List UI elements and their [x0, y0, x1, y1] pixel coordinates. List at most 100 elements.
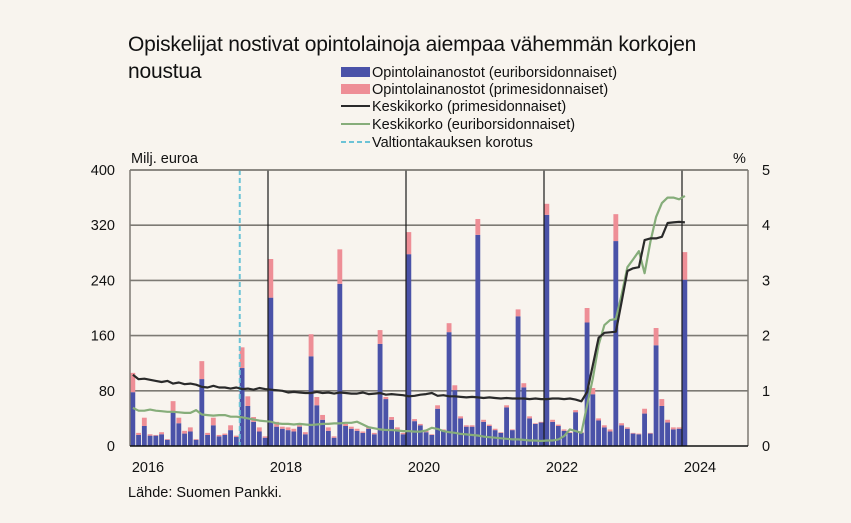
bar-prime — [538, 421, 544, 423]
bar-euribor — [417, 425, 423, 446]
bar-euribor — [647, 433, 653, 446]
bar-euribor — [228, 430, 233, 446]
bar-euribor — [435, 408, 440, 446]
x-tick-label: 2024 — [684, 460, 716, 476]
bar-euribor — [636, 434, 642, 446]
bar-euribor — [268, 297, 274, 446]
bar-euribor — [653, 345, 659, 446]
line-euribor-rate — [132, 194, 686, 443]
bar-euribor — [463, 426, 469, 446]
x-axis-ticks: 2016 2018 2020 2022 2024 — [132, 460, 716, 476]
left-tick-label: 400 — [91, 163, 115, 179]
left-tick-label: 160 — [91, 329, 115, 345]
bar-euribor — [337, 283, 343, 446]
bar-euribor — [153, 435, 159, 446]
bar-euribor — [279, 428, 285, 446]
bar-euribor — [141, 425, 147, 446]
bar-euribor — [509, 430, 515, 446]
right-axis-ticks: 0 1 2 3 4 5 — [762, 163, 770, 455]
legend-label: Keskikorko (euriborsidonnaiset) — [372, 117, 575, 133]
bar-prime — [210, 417, 216, 426]
bar-prime — [412, 419, 417, 422]
bar-prime — [670, 427, 676, 430]
bar-euribor — [251, 421, 256, 446]
bar-euribor — [159, 434, 164, 446]
bar-prime — [302, 432, 308, 435]
bar-euribor — [429, 434, 435, 446]
bar-euribor — [498, 432, 504, 446]
bar-prime — [481, 419, 486, 422]
bar-euribor — [544, 214, 550, 446]
bar-euribor — [423, 432, 429, 446]
bar-prime — [521, 383, 527, 388]
right-tick-label: 1 — [762, 384, 770, 400]
bar-euribor — [578, 432, 584, 446]
bar-prime — [239, 347, 245, 369]
bar-euribor — [262, 437, 268, 446]
bar-prime — [222, 433, 228, 435]
bar-prime — [371, 432, 377, 435]
bar-euribor — [205, 434, 210, 446]
bar-prime — [406, 232, 412, 255]
bar-prime — [193, 439, 199, 440]
bar-euribor — [176, 423, 182, 446]
bar-prime — [446, 323, 452, 333]
bar-prime — [130, 372, 136, 393]
bar-prime — [555, 424, 561, 426]
legend-label: Valtiontakauksen korotus — [372, 135, 533, 151]
bar-prime — [325, 427, 331, 431]
legend: Opintolainanostot (euriborsidonnaiset) O… — [341, 65, 617, 151]
legend-item-guarantee: Valtiontakauksen korotus — [341, 135, 533, 151]
bar-prime — [297, 425, 302, 427]
bar-euribor — [573, 412, 578, 446]
bar-euribor — [527, 418, 532, 446]
bar-prime — [256, 427, 262, 432]
bar-prime — [642, 408, 647, 414]
bar-prime — [233, 435, 239, 438]
x-tick-label: 2020 — [408, 460, 440, 476]
bar-prime — [400, 432, 406, 435]
bar-euribor — [291, 431, 297, 446]
bar-prime — [682, 252, 688, 280]
bar-euribor — [486, 425, 492, 446]
bar-prime — [164, 439, 170, 440]
bar-euribor — [630, 433, 636, 446]
x-tick-label: 2022 — [546, 460, 578, 476]
bar-prime — [331, 436, 337, 438]
bar-euribor — [550, 421, 555, 446]
bar-prime — [619, 423, 624, 426]
bar-euribor — [274, 426, 279, 446]
bar-prime — [429, 434, 435, 435]
bar-prime — [613, 214, 619, 242]
bar-euribor — [348, 428, 354, 446]
bar-prime — [417, 423, 423, 426]
bar-euribor — [130, 392, 136, 446]
bar-euribor — [515, 316, 521, 446]
left-axis-ticks: 0 80 160 240 320 400 — [91, 163, 115, 455]
bar-euribor — [193, 439, 199, 446]
bar-euribor — [406, 254, 412, 446]
bar-prime — [550, 419, 555, 422]
legend-item-prime-bars: Opintolainanostot (primesidonnaiset) — [341, 82, 608, 98]
left-tick-label: 80 — [99, 384, 115, 400]
bar-euribor — [147, 435, 153, 446]
bar-euribor — [469, 426, 475, 446]
bar-euribor — [440, 430, 446, 446]
bar-prime — [228, 425, 233, 431]
bar-prime — [532, 423, 538, 424]
bar-prime — [469, 425, 475, 427]
right-tick-label: 2 — [762, 329, 770, 345]
bar-euribor — [222, 434, 228, 446]
bar-euribor — [538, 422, 544, 446]
bar-euribor — [659, 405, 665, 446]
bar-prime — [498, 432, 504, 433]
bar-prime — [475, 218, 481, 235]
bar-euribor — [642, 413, 647, 446]
bar-euribor — [555, 425, 561, 446]
rate-lines — [132, 194, 686, 443]
legend-label: Keskikorko (primesidonnaiset) — [372, 99, 566, 115]
bar-prime — [262, 436, 268, 438]
right-axis-unit: % — [733, 151, 746, 167]
legend-swatch-euribor-bars — [341, 67, 370, 77]
source-note: Lähde: Suomen Pankki. — [128, 485, 282, 501]
